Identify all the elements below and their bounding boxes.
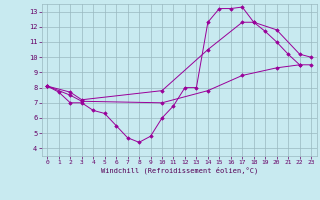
X-axis label: Windchill (Refroidissement éolien,°C): Windchill (Refroidissement éolien,°C): [100, 167, 258, 174]
